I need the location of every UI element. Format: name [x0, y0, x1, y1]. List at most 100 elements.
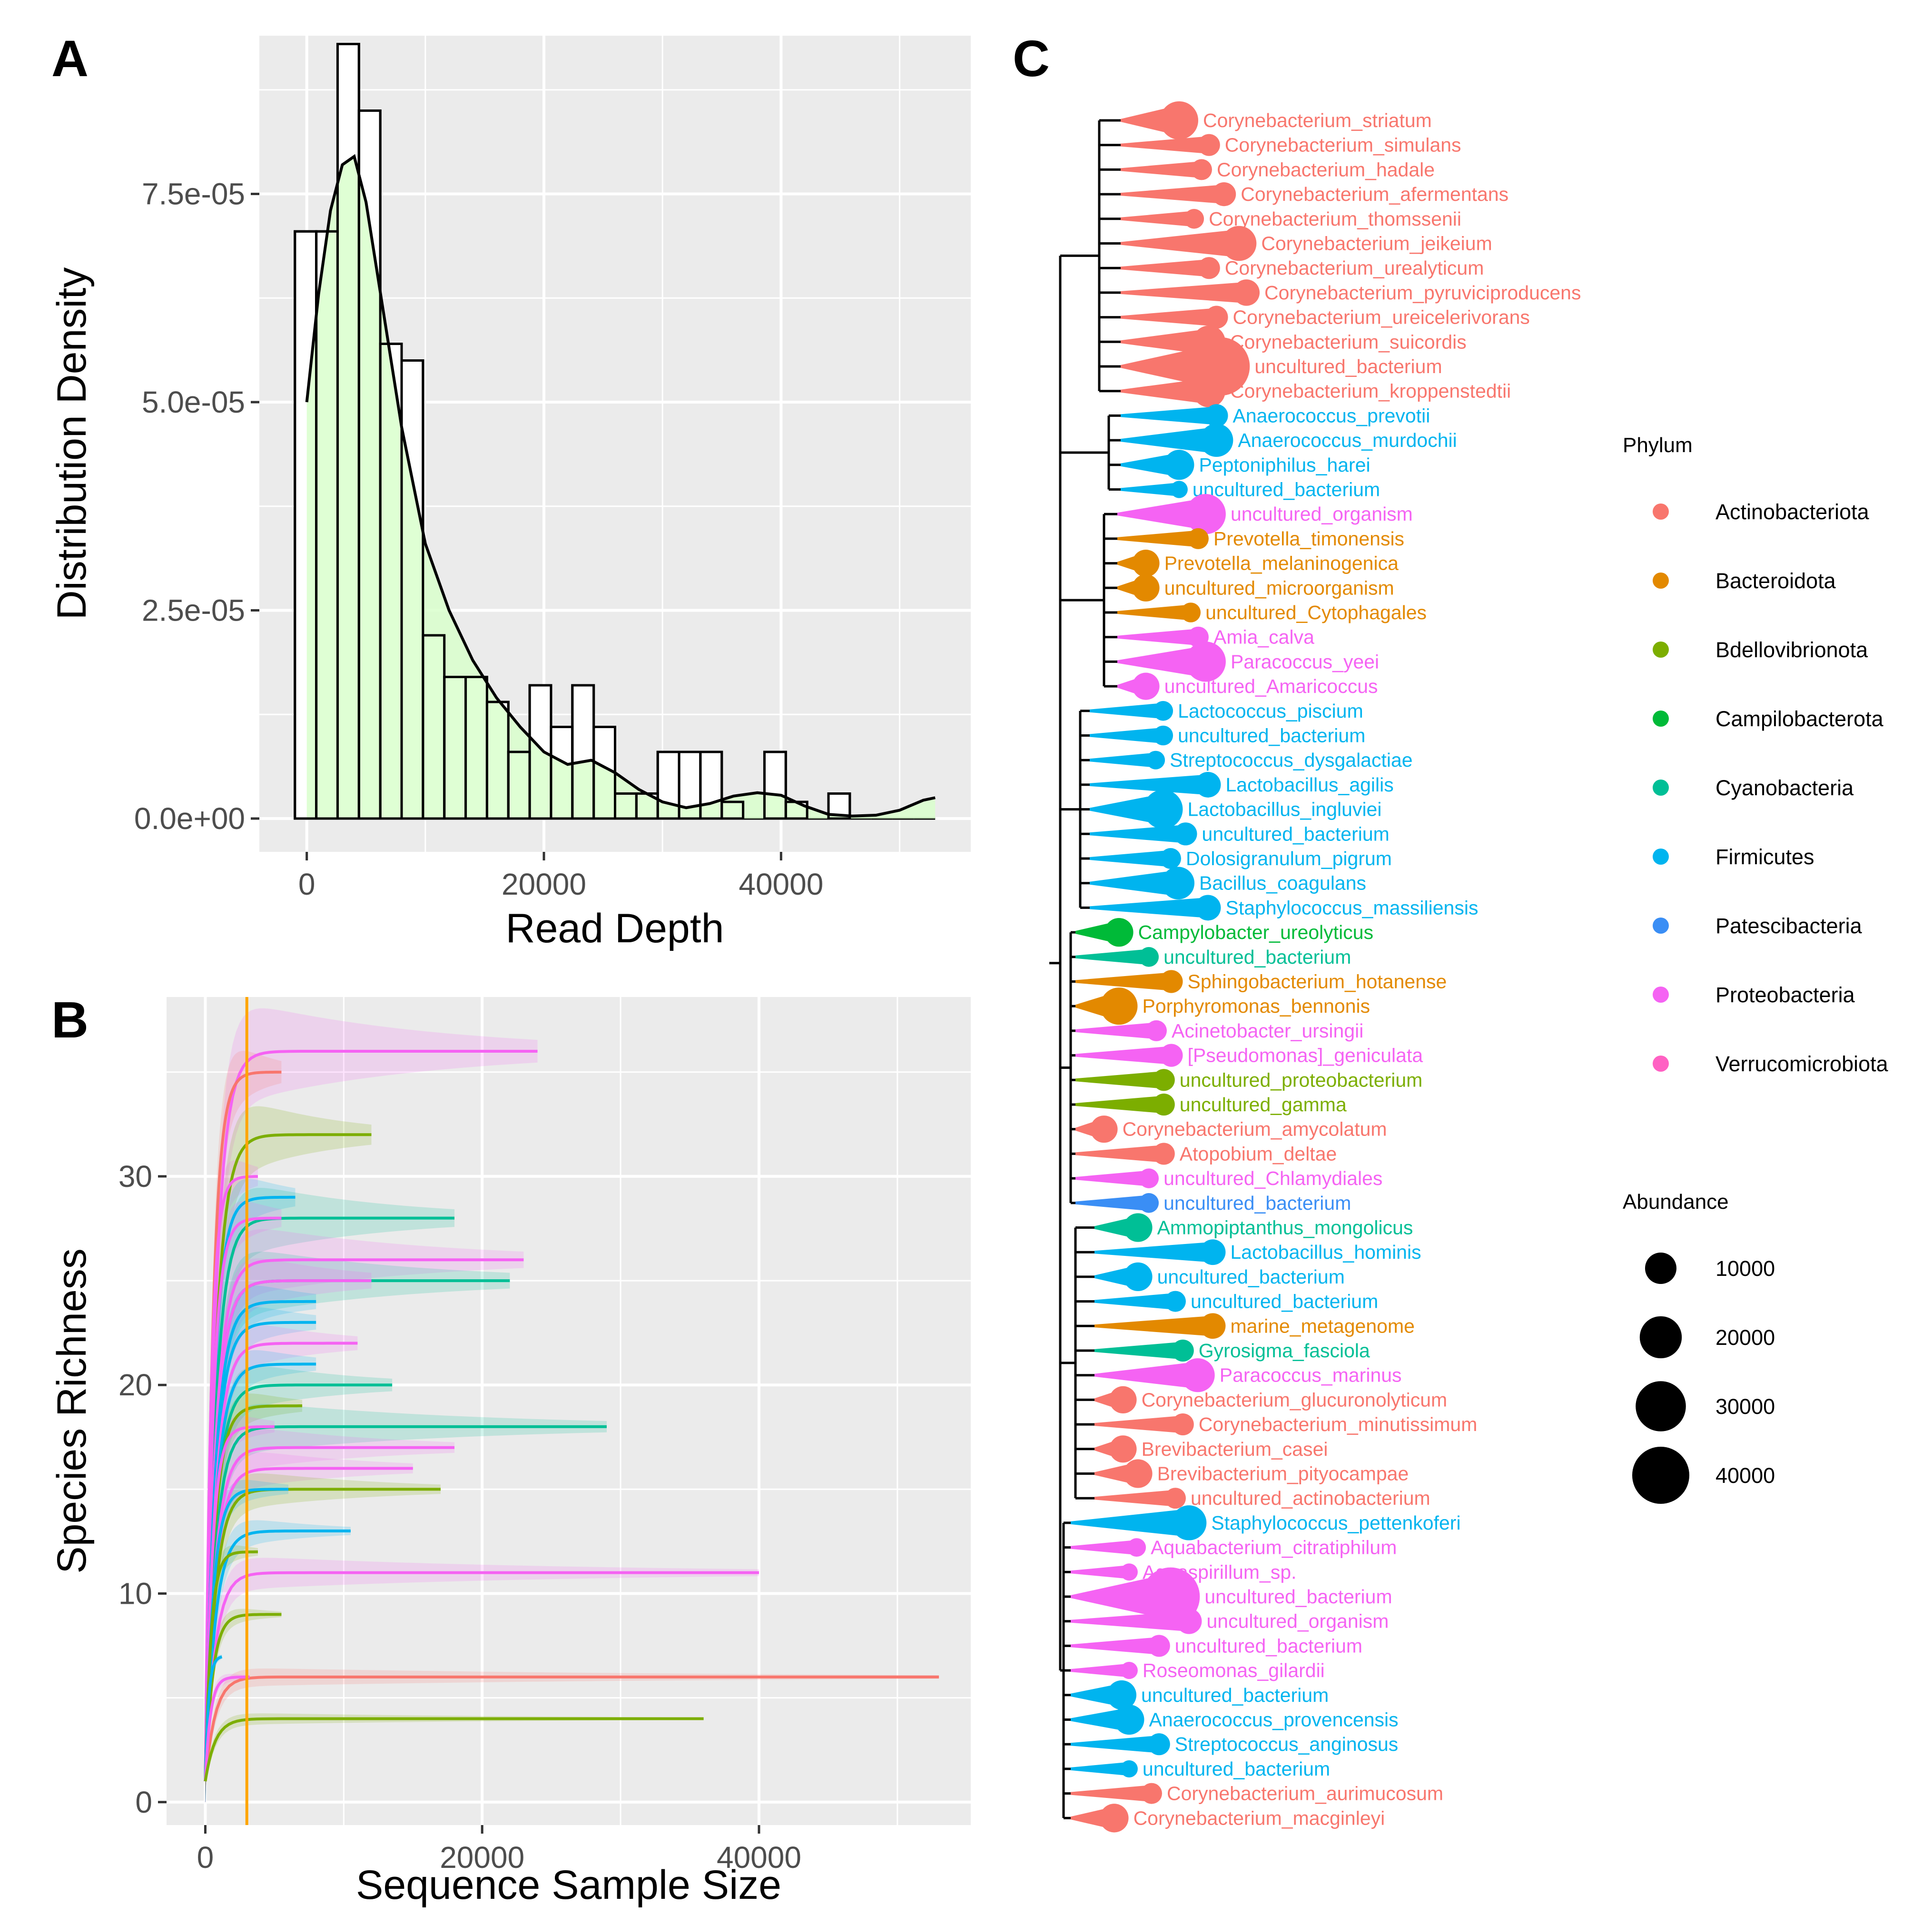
tip-label: uncultured_bacterium	[1193, 479, 1380, 501]
tree-tip: uncultured_bacterium	[1071, 1758, 1330, 1780]
tree-tip: Aquabacterium_citratiphilum	[1071, 1537, 1397, 1559]
tip-label: Corynebacterium_suicordis	[1230, 331, 1467, 353]
tip-abundance-point	[1205, 404, 1228, 427]
legend-phylum-swatch	[1653, 573, 1669, 589]
tree-tip: uncultured_Amaricoccus	[1117, 672, 1378, 700]
tip-abundance-point	[1233, 279, 1260, 306]
tree-tip: Corynebacterium_amycolatum	[1075, 1115, 1387, 1143]
tip-label: Brevibacterium_casei	[1142, 1438, 1328, 1460]
tip-label: Corynebacterium_jeikeium	[1261, 233, 1492, 255]
tree-tip: uncultured_proteobacterium	[1075, 1069, 1422, 1091]
rarefaction-ribbon	[205, 1668, 939, 1791]
density-line	[305, 154, 936, 818]
y-tick-label: 10	[118, 1577, 152, 1611]
tip-abundance-point	[1181, 602, 1201, 622]
tip-label: Atopobium_deltae	[1180, 1143, 1337, 1165]
tip-label: Prevotella_timonensis	[1213, 528, 1404, 550]
tip-abundance-point	[1160, 848, 1181, 869]
tip-label: uncultured_bacterium	[1163, 1192, 1351, 1214]
rarefaction-curve	[204, 1675, 250, 1782]
tree-tip: Staphylococcus_pettenkoferi	[1071, 1505, 1461, 1540]
tip-label: Porphyromonas_bennonis	[1142, 995, 1370, 1017]
legend-abundance-swatch	[1636, 1381, 1686, 1431]
tip-abundance-point	[1164, 450, 1194, 480]
tip-abundance-point	[1146, 750, 1165, 770]
legend-phylum-item: Bdellovibrionota	[1653, 638, 1868, 662]
tip-abundance-point	[1153, 701, 1173, 721]
tip-lollipop-stem	[1121, 427, 1217, 454]
tip-abundance-point	[1139, 1193, 1159, 1213]
tip-abundance-point	[1165, 1488, 1186, 1509]
legend-phylum-label: Bdellovibrionota	[1715, 638, 1868, 662]
legend-abundance-label: 40000	[1715, 1463, 1775, 1488]
tip-label: uncultured_gamma	[1180, 1094, 1347, 1115]
legend-phylum-label: Bacteroidota	[1715, 569, 1836, 593]
tree-tip: uncultured_bacterium	[1071, 1635, 1362, 1657]
tip-label: Prevotella_melaninogenica	[1164, 553, 1399, 574]
panel-a-letter: A	[51, 30, 89, 87]
tip-label: Anaerococcus_prevotii	[1233, 405, 1430, 426]
tree-tip: Corynebacterium_simulans	[1121, 134, 1461, 156]
tip-label: uncultured_Cytophagales	[1205, 602, 1427, 623]
tip-label: Streptococcus_dysgalactiae	[1170, 749, 1413, 771]
tip-lollipop-stem	[1121, 406, 1217, 425]
rarefaction-ribbon	[205, 1188, 455, 1802]
tip-label: Corynebacterium_minutissimum	[1199, 1413, 1478, 1435]
tip-label: Corynebacterium_kroppenstedtii	[1230, 380, 1511, 402]
tip-label: Brevibacterium_pityocampae	[1157, 1463, 1409, 1485]
tip-abundance-point	[1132, 672, 1160, 700]
tip-label: Corynebacterium_striatum	[1203, 109, 1432, 131]
tip-abundance-point	[1124, 1262, 1153, 1292]
tip-abundance-point	[1114, 1704, 1144, 1735]
tip-lollipop-stem	[1075, 1022, 1156, 1039]
legend-phylum-swatch	[1653, 918, 1669, 934]
tip-label: Paracoccus_marinus	[1220, 1364, 1402, 1386]
tree-tip: Porphyromonas_bennonis	[1075, 987, 1370, 1025]
tip-abundance-point	[1139, 947, 1159, 967]
tip-lollipop-stem	[1117, 629, 1198, 646]
density-area	[306, 156, 936, 819]
tip-label: Roseomonas_gilardii	[1143, 1659, 1325, 1681]
tip-lollipop-stem	[1071, 1708, 1129, 1732]
tree-tip: Staphylococcus_massiliensis	[1090, 895, 1478, 921]
tip-lollipop-stem	[1121, 308, 1217, 326]
tip-label: uncultured_microorganism	[1164, 577, 1394, 599]
tip-label: Streptococcus_anginosus	[1175, 1733, 1399, 1755]
tip-abundance-point	[1165, 1291, 1186, 1312]
tip-abundance-point	[1104, 918, 1134, 947]
tip-abundance-point	[1200, 424, 1233, 457]
tip-label: Lactobacillus_ingluviei	[1187, 799, 1381, 820]
tip-label: marine_metagenome	[1230, 1315, 1414, 1337]
tip-label: Corynebacterium_pyruviciproducens	[1264, 282, 1581, 304]
panel-c: C Corynebacterium_striatumCorynebacteriu…	[1013, 30, 1889, 1833]
tip-label: uncultured_Chlamydiales	[1163, 1167, 1382, 1189]
tip-label: Staphylococcus_massiliensis	[1225, 897, 1478, 918]
tip-lollipop-stem	[1075, 972, 1172, 991]
legend-phylum-label: Cyanobacteria	[1715, 776, 1854, 800]
tip-abundance-point	[1198, 257, 1220, 279]
tip-lollipop-stem	[1117, 645, 1206, 678]
tip-lollipop-stem	[1117, 498, 1206, 530]
tip-lollipop-stem	[1090, 727, 1163, 744]
tree-tip: uncultured_bacterium	[1075, 1192, 1351, 1214]
legend-phylum-title: Phylum	[1623, 434, 1693, 457]
panel-a-axes: 0 20000 40000 0.0e+00 2.5e-05 5.0e-05 7.5e-05	[134, 177, 823, 902]
y-tick-label: 7.5e-05	[142, 177, 245, 211]
legend-phylum-items: Actinobacteriota Bacteroidota Bdellovibrio…	[1653, 500, 1889, 1076]
legend-abundance-items: 10000 20000 30000 40000	[1632, 1253, 1775, 1504]
legend-phylum-label: Firmicutes	[1715, 845, 1814, 869]
tip-abundance-point	[1139, 1168, 1159, 1188]
tip-abundance-point	[1127, 1538, 1146, 1557]
tip-label: Lactobacillus_agilis	[1225, 774, 1393, 796]
tip-label: Corynebacterium_macginleyi	[1134, 1807, 1385, 1829]
tip-abundance-point	[1160, 970, 1183, 993]
tip-lollipop-stem	[1090, 850, 1171, 867]
tip-abundance-point	[1141, 1783, 1162, 1804]
legend-abundance-label: 10000	[1715, 1256, 1775, 1281]
legend-phylum-label: Campilobacterota	[1715, 707, 1884, 731]
tree-tip: uncultured_microorganism	[1117, 574, 1394, 602]
tip-label: uncultured_bacterium	[1254, 355, 1442, 377]
tree-tip: Corynebacterium_suicordis	[1121, 325, 1467, 358]
tip-lollipop-stem	[1075, 1071, 1164, 1089]
